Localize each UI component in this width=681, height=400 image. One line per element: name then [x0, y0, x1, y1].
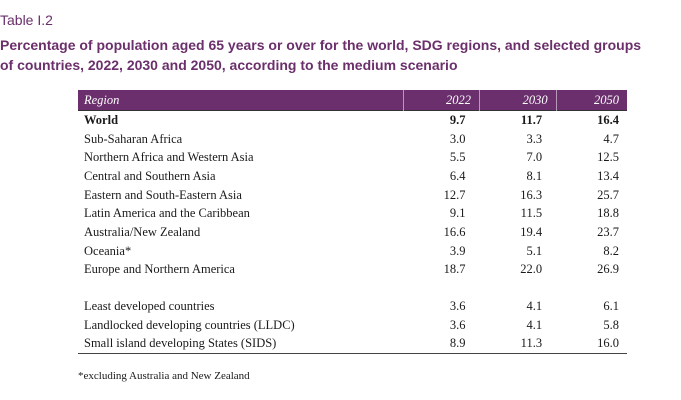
value-2022: 9.1	[403, 204, 480, 223]
value-2050: 18.8	[556, 204, 627, 223]
value-2022: 6.4	[403, 167, 480, 186]
value-2030: 11.3	[480, 335, 557, 354]
value-2022: 3.0	[403, 130, 480, 149]
value-2022: 3.6	[403, 297, 480, 316]
region-cell: Sub-Saharan Africa	[78, 130, 403, 149]
value-2050: 13.4	[556, 167, 627, 186]
table-row-world: World 9.7 11.7 16.4	[78, 111, 627, 130]
table-row: Central and Southern Asia 6.4 8.1 13.4	[78, 167, 627, 186]
region-cell: Northern Africa and Western Asia	[78, 148, 403, 167]
table-footnote: *excluding Australia and New Zealand	[78, 370, 250, 382]
population-65-table: Region 2022 2030 2050 World 9.7 11.7 16.…	[78, 90, 627, 354]
spacer-cell	[78, 279, 627, 297]
region-cell: World	[78, 111, 403, 130]
table-row: Sub-Saharan Africa 3.0 3.3 4.7	[78, 130, 627, 149]
region-cell: Australia/New Zealand	[78, 223, 403, 242]
header-2030: 2030	[480, 90, 557, 111]
value-2050: 26.9	[556, 261, 627, 280]
region-cell: Europe and Northern America	[78, 261, 403, 280]
value-2030: 11.5	[480, 204, 557, 223]
value-2022: 9.7	[403, 111, 480, 130]
value-2030: 22.0	[480, 261, 557, 280]
region-cell: Least developed countries	[78, 297, 403, 316]
table-row: Eastern and South-Eastern Asia 12.7 16.3…	[78, 186, 627, 205]
value-2050: 25.7	[556, 186, 627, 205]
value-2030: 5.1	[480, 242, 557, 261]
value-2030: 8.1	[480, 167, 557, 186]
group-spacer	[78, 279, 627, 297]
value-2030: 4.1	[480, 316, 557, 335]
region-cell: Small island developing States (SIDS)	[78, 335, 403, 354]
value-2022: 3.6	[403, 316, 480, 335]
value-2050: 16.0	[556, 335, 627, 354]
value-2030: 16.3	[480, 186, 557, 205]
value-2050: 23.7	[556, 223, 627, 242]
value-2030: 19.4	[480, 223, 557, 242]
value-2030: 7.0	[480, 148, 557, 167]
table-title: Percentage of population aged 65 years o…	[0, 35, 681, 75]
value-2050: 8.2	[556, 242, 627, 261]
table-row: Latin America and the Caribbean 9.1 11.5…	[78, 204, 627, 223]
value-2022: 18.7	[403, 261, 480, 280]
header-2022: 2022	[403, 90, 480, 111]
table-row: Small island developing States (SIDS) 8.…	[78, 335, 627, 354]
table-row: Least developed countries 3.6 4.1 6.1	[78, 297, 627, 316]
value-2050: 4.7	[556, 130, 627, 149]
value-2022: 12.7	[403, 186, 480, 205]
header-2050: 2050	[556, 90, 627, 111]
value-2050: 5.8	[556, 316, 627, 335]
region-cell: Eastern and South-Eastern Asia	[78, 186, 403, 205]
value-2030: 3.3	[480, 130, 557, 149]
region-cell: Landlocked developing countries (LLDC)	[78, 316, 403, 335]
value-2050: 12.5	[556, 148, 627, 167]
header-region: Region	[78, 90, 403, 111]
value-2030: 11.7	[480, 111, 557, 130]
region-cell: Central and Southern Asia	[78, 167, 403, 186]
table-row: Europe and Northern America 18.7 22.0 26…	[78, 261, 627, 280]
value-2050: 6.1	[556, 297, 627, 316]
table-row: Northern Africa and Western Asia 5.5 7.0…	[78, 148, 627, 167]
value-2022: 3.9	[403, 242, 480, 261]
table-row: Oceania* 3.9 5.1 8.2	[78, 242, 627, 261]
value-2050: 16.4	[556, 111, 627, 130]
table-row: Landlocked developing countries (LLDC) 3…	[78, 316, 627, 335]
value-2022: 16.6	[403, 223, 480, 242]
region-cell: Oceania*	[78, 242, 403, 261]
table-title-line-2: of countries, 2022, 2030 and 2050, accor…	[0, 55, 681, 75]
value-2022: 5.5	[403, 148, 480, 167]
value-2030: 4.1	[480, 297, 557, 316]
table-title-line-1: Percentage of population aged 65 years o…	[0, 35, 681, 55]
table-header-row: Region 2022 2030 2050	[78, 90, 627, 111]
table-number: Table I.2	[0, 12, 53, 28]
region-cell: Latin America and the Caribbean	[78, 204, 403, 223]
table-row: Australia/New Zealand 16.6 19.4 23.7	[78, 223, 627, 242]
value-2022: 8.9	[403, 335, 480, 354]
